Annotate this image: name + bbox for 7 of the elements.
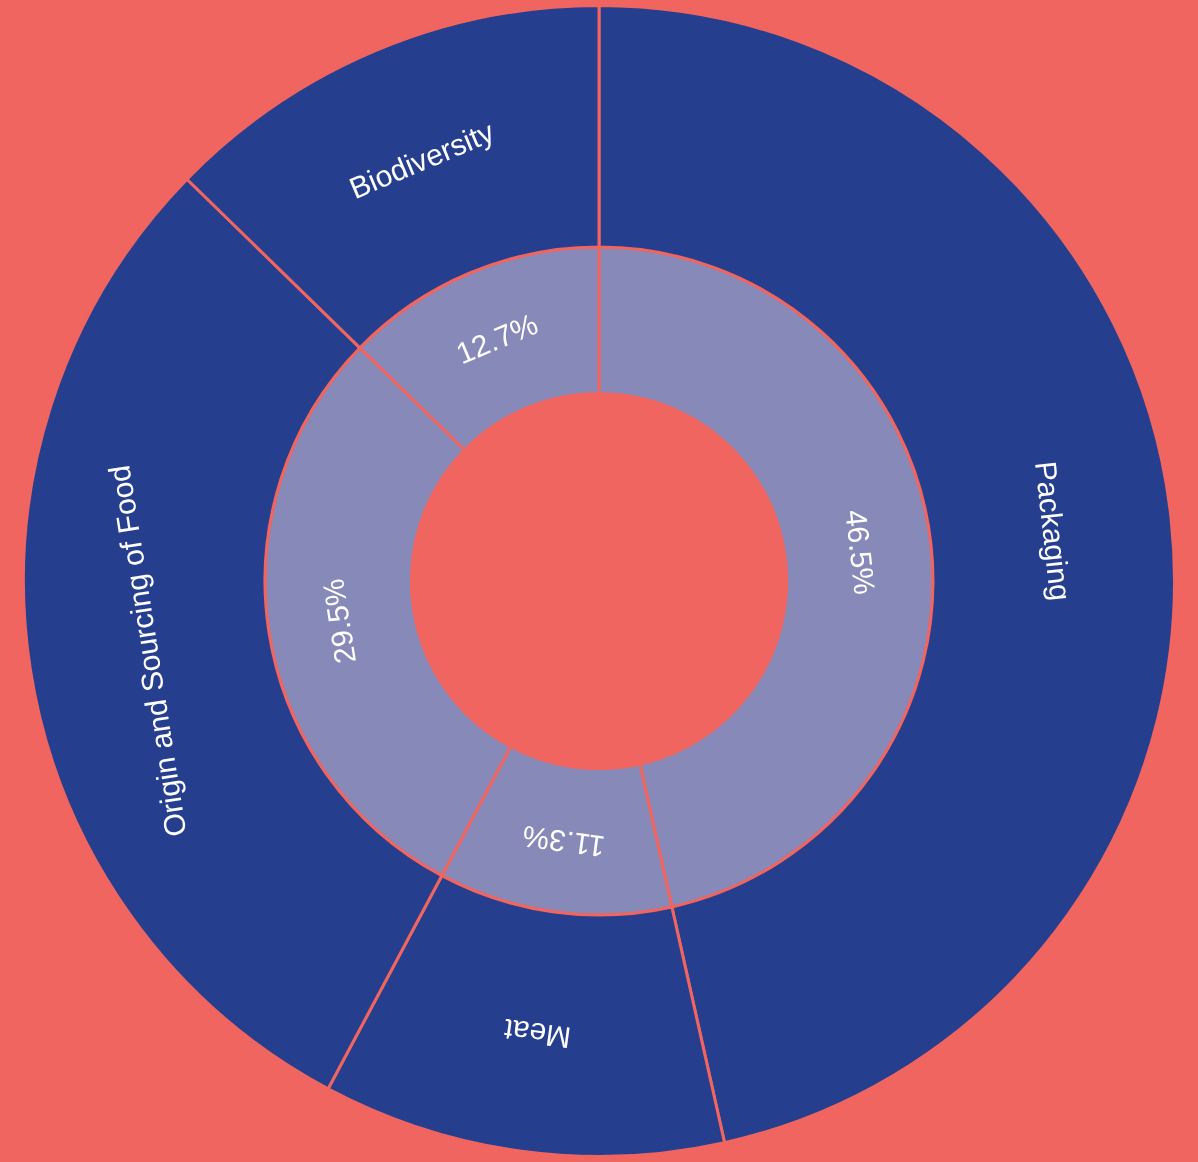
slice-label: Packaging [1029, 459, 1078, 603]
data-label: 46.5% [839, 508, 882, 597]
data-label: 11.3% [520, 819, 607, 864]
data-label: 12.7% [451, 306, 543, 371]
slice-label: Meat [501, 1012, 573, 1055]
slice-label: Origin and Sourcing of Food [102, 463, 193, 839]
data-label: 29.5% [316, 576, 362, 666]
